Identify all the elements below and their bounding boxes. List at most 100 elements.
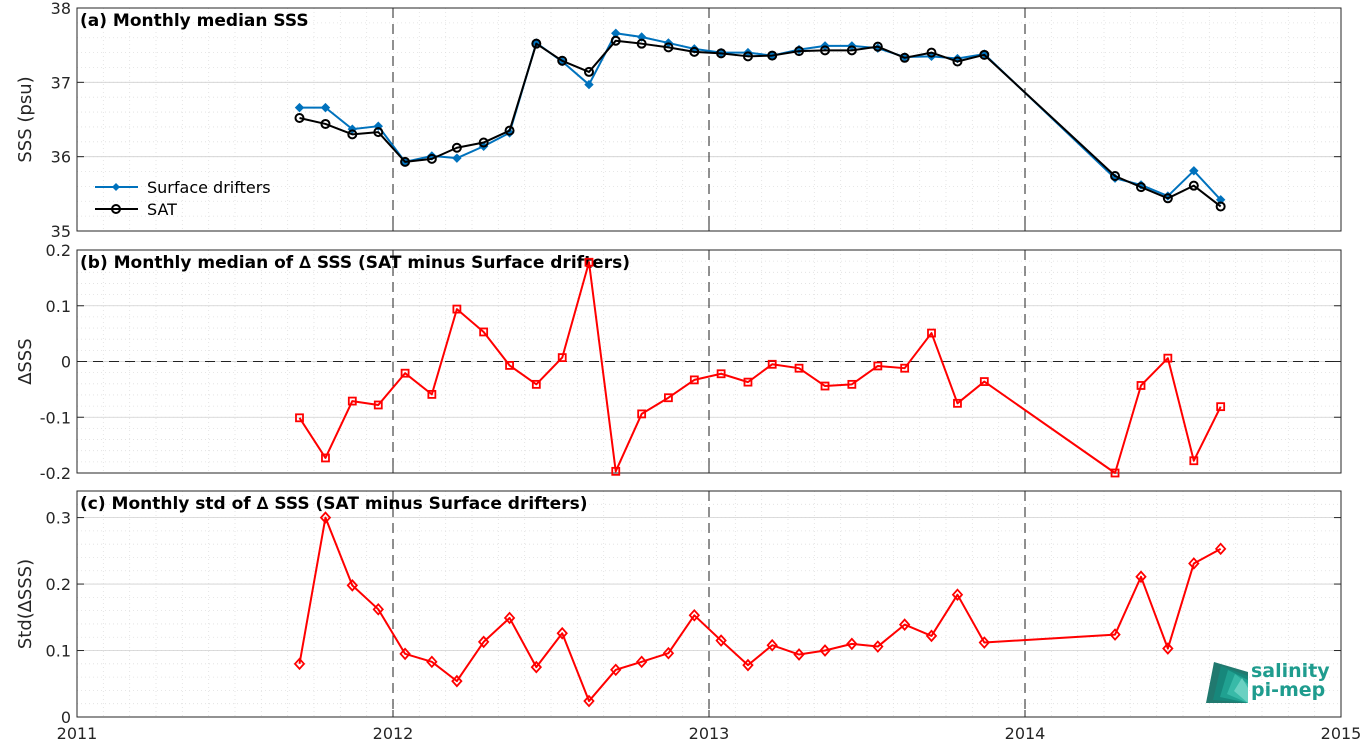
- y-axis-label: Std(∆SSS): [15, 559, 36, 649]
- legend-swatch-marker: [112, 183, 120, 191]
- sat-point: [899, 52, 910, 63]
- sat-point: [742, 51, 753, 62]
- drifters-point: [1189, 166, 1199, 176]
- std-point: [766, 638, 778, 652]
- delta-point: [452, 304, 462, 314]
- std-point: [978, 636, 991, 649]
- sat-point: [451, 142, 462, 153]
- std-point: [503, 611, 516, 625]
- sat-point: [872, 41, 883, 52]
- sat-point: [1136, 182, 1147, 193]
- std-point: [793, 648, 805, 661]
- sat-point: [794, 46, 805, 57]
- sat-point: [716, 48, 727, 59]
- delta-point: [1136, 381, 1146, 390]
- delta-point: [743, 377, 753, 387]
- y-tick-label: 0.1: [46, 642, 71, 661]
- legend: Surface drifters SAT: [95, 178, 271, 219]
- delta-point: [611, 466, 621, 476]
- sat-point: [1110, 170, 1121, 181]
- x-tick-label: 2011: [57, 724, 98, 743]
- delta-point: [1189, 456, 1199, 466]
- drifters-point: [320, 102, 331, 113]
- sat-point: [294, 113, 305, 124]
- std-point: [583, 694, 595, 708]
- std-point: [715, 634, 727, 647]
- std-point: [662, 646, 675, 660]
- std-point: [846, 637, 858, 651]
- x-tick-label: 2015: [1321, 724, 1362, 743]
- std-point: [898, 618, 911, 631]
- delta-point: [1163, 353, 1173, 363]
- std-point: [1162, 642, 1174, 655]
- delta-point: [584, 257, 594, 267]
- std-point: [925, 629, 938, 643]
- std-point: [530, 660, 543, 674]
- logo-text-pi-mep: pi-mep: [1251, 679, 1325, 701]
- panel-b-delta-sss: -0.2 -0.1 0 0.1 0.2 ∆SSS (b) Monthly median of…: [15, 241, 1342, 483]
- delta-point: [427, 389, 437, 399]
- std-point: [1135, 570, 1147, 584]
- sat-point: [426, 153, 437, 164]
- y-axis-label: ∆SSS: [15, 338, 36, 385]
- legend-swatch-marker: [111, 204, 121, 214]
- delta-point: [873, 361, 883, 371]
- delta-point: [531, 379, 541, 389]
- sat-point: [767, 50, 778, 61]
- y-tick-label: 0: [61, 353, 71, 372]
- drifters-point: [452, 153, 462, 163]
- std-point: [688, 608, 701, 622]
- std-point: [399, 647, 411, 661]
- std-point: [1214, 542, 1227, 556]
- std-point: [319, 511, 332, 524]
- panel-a-sss: 35 36 37 38 SSS (psu) (a) Monthly median SSS S…: [15, 0, 1342, 241]
- std-point: [372, 602, 384, 616]
- drifters-point: [689, 44, 700, 54]
- panel-title: (b) Monthly median of ∆ SSS (SAT minus S…: [80, 253, 630, 273]
- x-tick-label: 2014: [1005, 724, 1046, 743]
- sat-point: [952, 56, 963, 67]
- sat-point: [979, 49, 990, 60]
- std-point: [819, 644, 831, 657]
- sat-point: [636, 38, 647, 49]
- sat-point: [1188, 180, 1199, 191]
- delta-point: [979, 377, 989, 386]
- sat-point: [347, 129, 358, 140]
- sat-point: [689, 46, 700, 57]
- sat-point: [1215, 201, 1226, 212]
- x-tick-label: 2012: [373, 724, 414, 743]
- sat-point: [663, 42, 674, 53]
- drifters-point: [584, 79, 594, 90]
- sat-point: [583, 66, 594, 77]
- panel-title: (a) Monthly median SSS: [80, 11, 309, 31]
- std-point: [635, 655, 648, 669]
- delta-point: [557, 353, 567, 362]
- drifters-point: [1215, 195, 1226, 205]
- delta-point: [400, 368, 410, 378]
- sat-point: [531, 38, 542, 49]
- y-tick-label: 37: [51, 73, 71, 92]
- delta-point: [373, 400, 383, 410]
- sat-point: [478, 137, 489, 148]
- y-tick-label: 38: [51, 0, 71, 18]
- y-axis-label: SSS (psu): [15, 76, 36, 162]
- delta-point: [927, 328, 936, 338]
- delta-point: [1110, 468, 1120, 478]
- std-point: [556, 626, 568, 640]
- delta-point: [505, 361, 514, 370]
- drifters-point: [636, 32, 647, 42]
- std-point: [451, 674, 463, 688]
- sat-point: [557, 55, 568, 66]
- std-point: [426, 655, 438, 669]
- y-tick-label: 35: [51, 222, 71, 241]
- std-point: [872, 640, 884, 653]
- y-tick-label: -0.1: [40, 408, 71, 427]
- sat-point: [400, 156, 411, 167]
- sat-point: [820, 45, 831, 56]
- series-line: [298, 261, 1222, 474]
- panel-title: (c) Monthly std of ∆ SSS (SAT minus Surf…: [80, 494, 587, 514]
- delta-point: [794, 363, 804, 373]
- delta-point: [347, 396, 357, 406]
